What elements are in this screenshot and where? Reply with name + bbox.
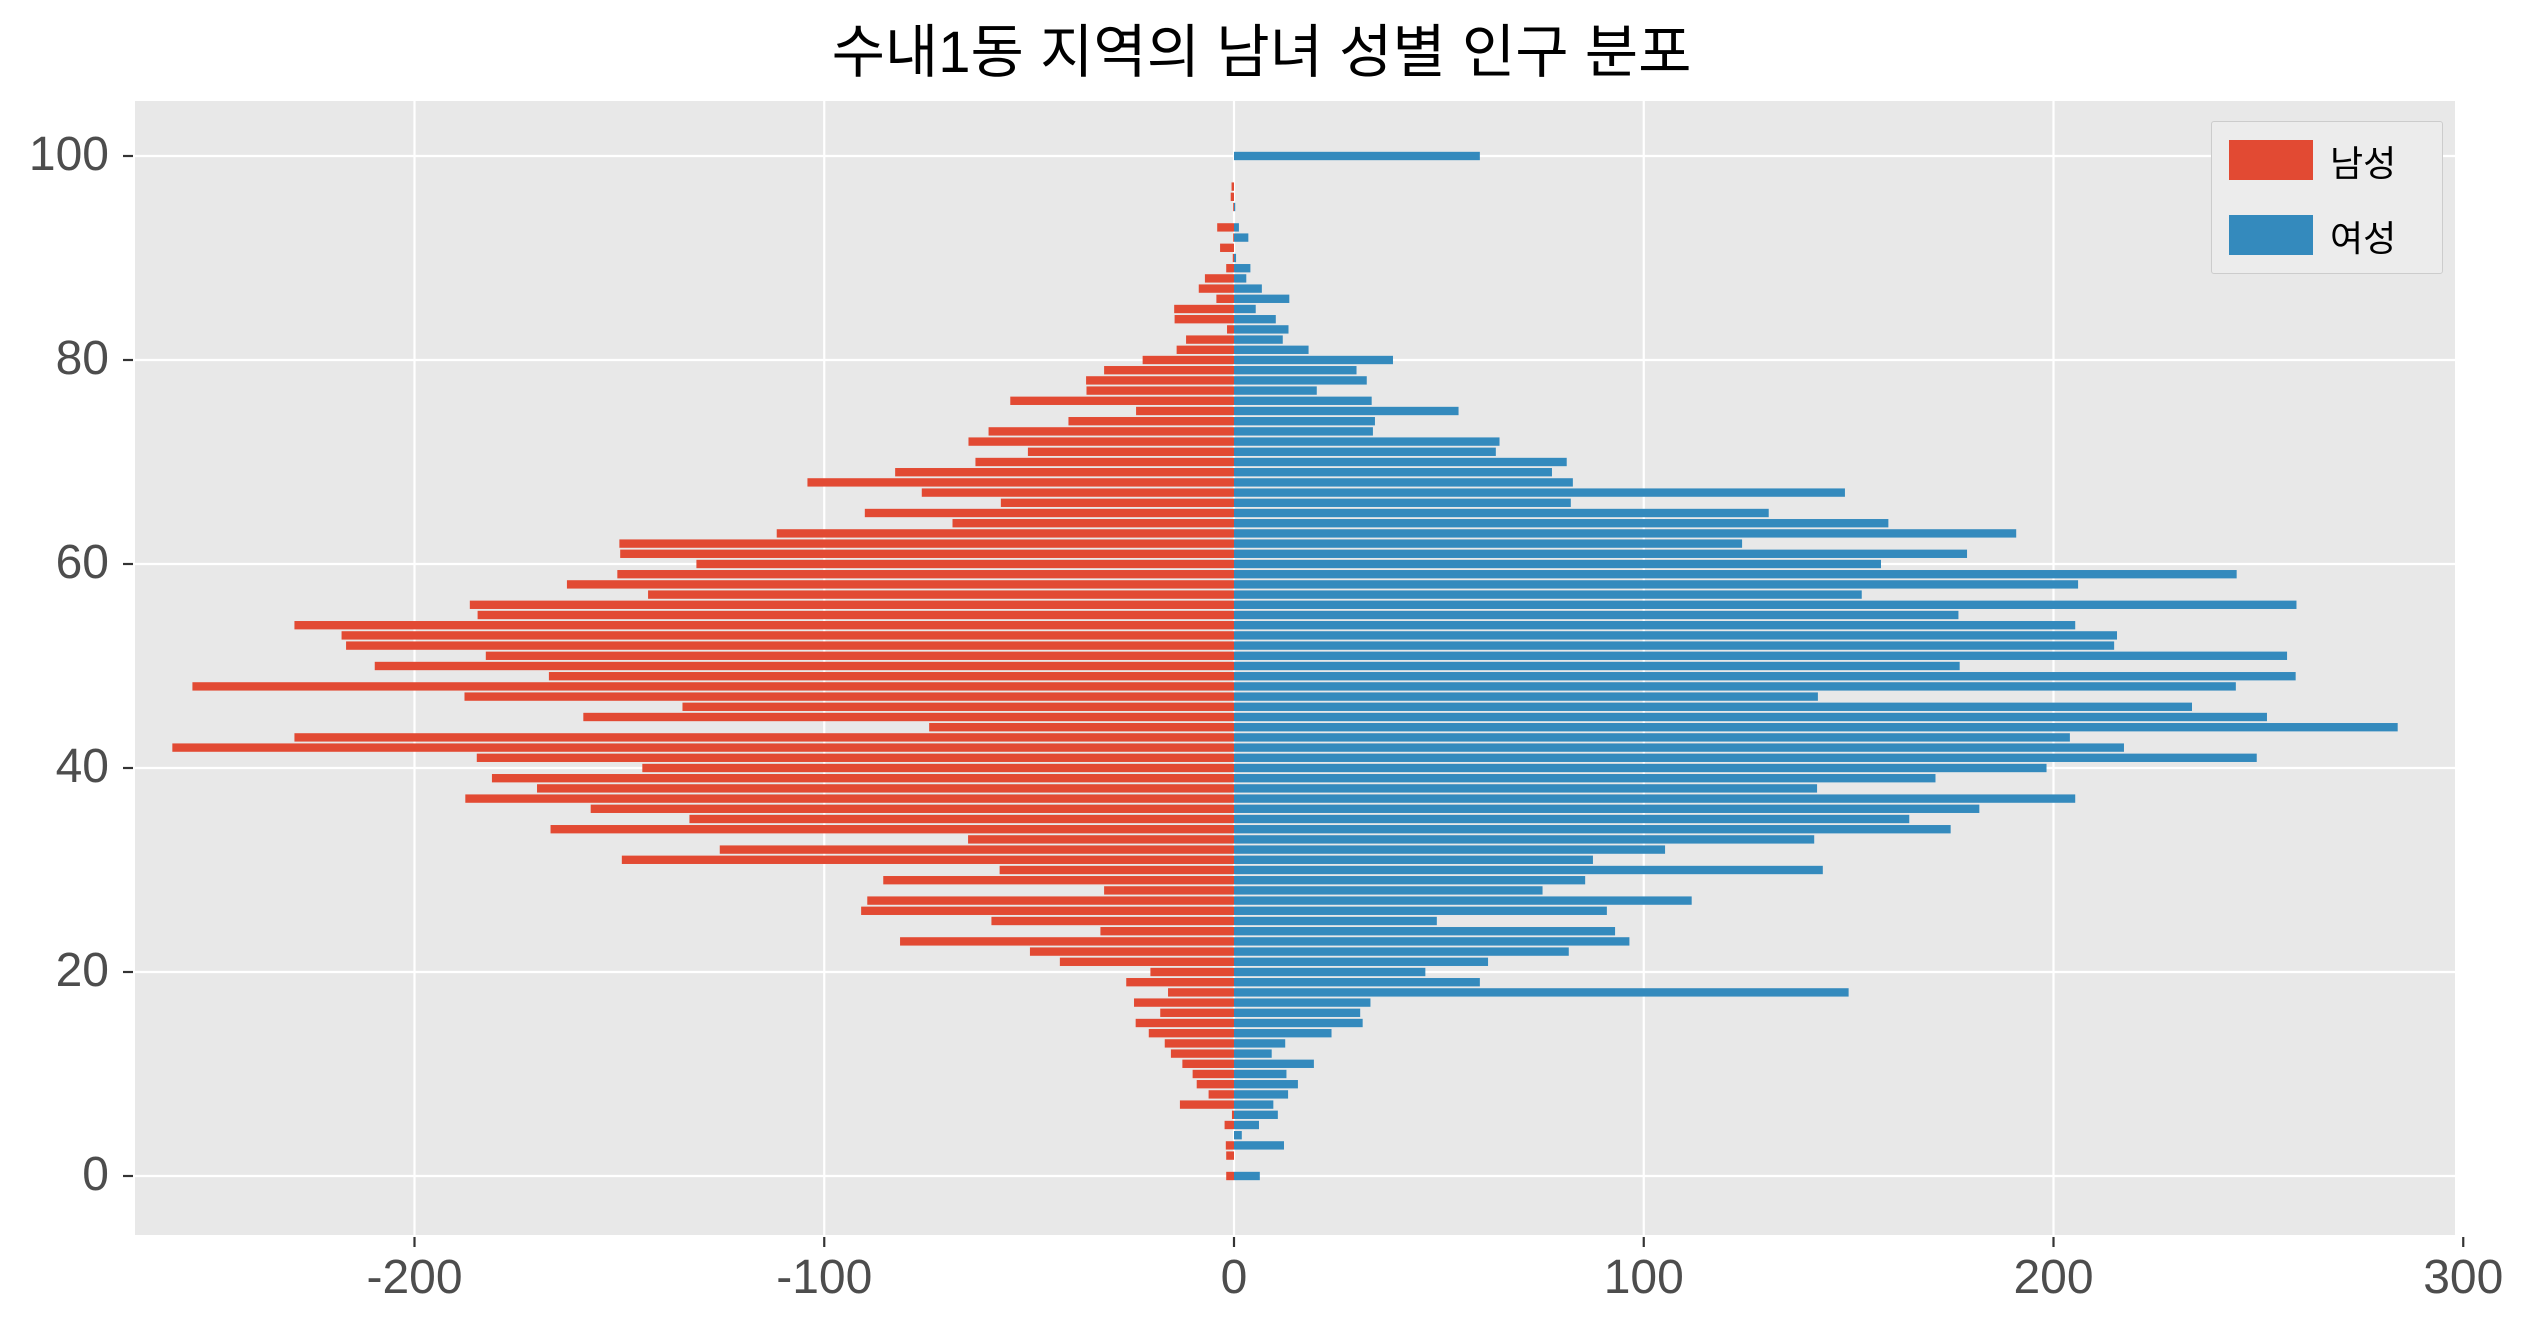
svg-text:0: 0 (82, 1148, 109, 1201)
svg-text:40: 40 (56, 740, 109, 793)
svg-text:300: 300 (2423, 1251, 2503, 1304)
svg-text:0: 0 (1221, 1251, 1248, 1304)
svg-text:수내1동 지역의 남녀 성별 인구 분포: 수내1동 지역의 남녀 성별 인구 분포 (832, 20, 1692, 85)
svg-text:100: 100 (29, 128, 109, 181)
svg-text:200: 200 (2013, 1251, 2093, 1304)
svg-text:80: 80 (56, 332, 109, 385)
svg-text:20: 20 (56, 944, 109, 997)
svg-text:-200: -200 (366, 1251, 462, 1304)
svg-text:60: 60 (56, 536, 109, 589)
svg-text:100: 100 (1604, 1251, 1684, 1304)
svg-text:-100: -100 (776, 1251, 872, 1304)
